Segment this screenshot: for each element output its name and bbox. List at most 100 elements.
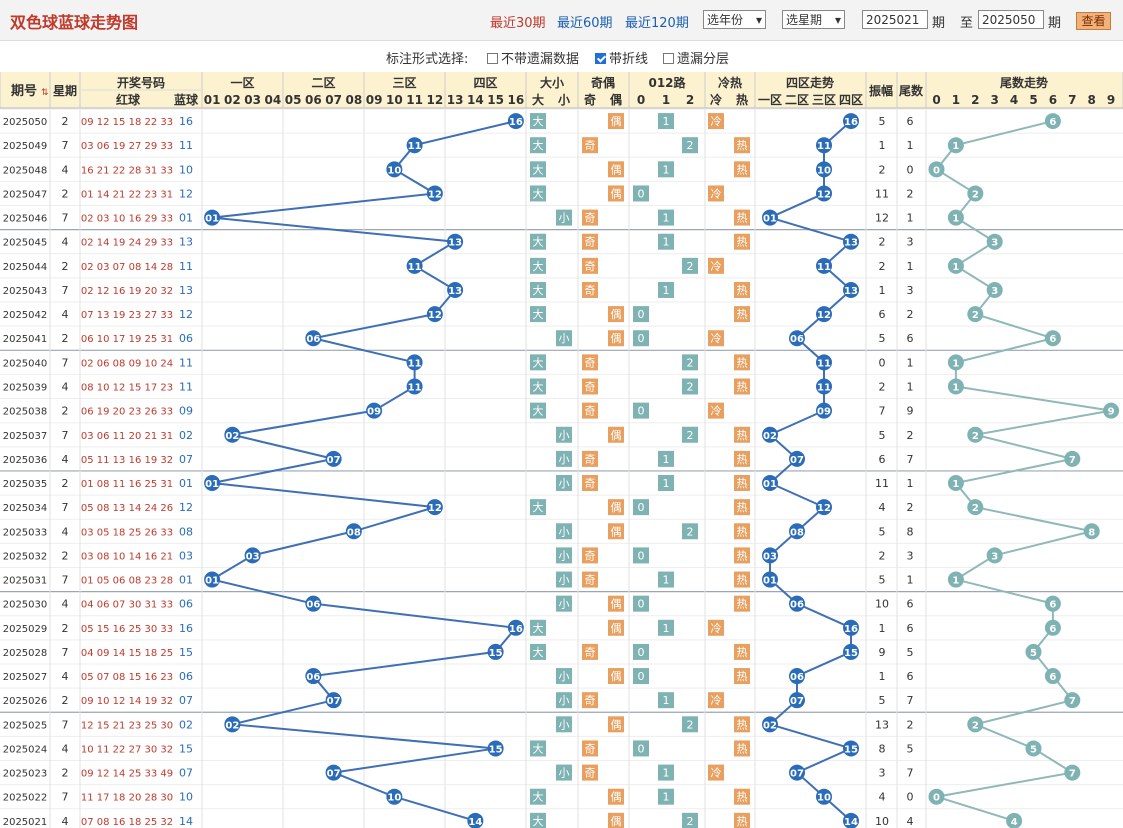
blue-ball-cell: 10 — [179, 791, 193, 804]
to-period-input[interactable]: 2025050 — [978, 10, 1044, 29]
temp-marker: 热 — [737, 646, 748, 659]
range-30-link[interactable]: 最近30期 — [490, 16, 546, 31]
period-cell: 2025047 — [3, 189, 48, 200]
blue-ball-marker: 01 — [205, 479, 219, 490]
temp-marker-badge — [708, 185, 724, 202]
tail-marker-ball — [1025, 643, 1042, 660]
size-marker-badge — [530, 378, 546, 395]
tail-marker: 6 — [1049, 117, 1056, 128]
temp-marker: 热 — [737, 477, 748, 490]
parity-marker: 偶 — [611, 115, 622, 128]
option-polyline[interactable]: 带折线 — [595, 48, 648, 67]
parity-marker: 偶 — [611, 670, 622, 683]
options-bar: 标注形式选择: 不带遗漏数据 带折线 遗漏分层 — [0, 41, 1123, 71]
parity-marker-badge — [608, 426, 624, 443]
parity-marker-badge — [608, 716, 624, 733]
period-cell: 2025022 — [3, 793, 48, 804]
tail-marker: 1 — [952, 214, 959, 225]
parity-marker-badge — [608, 595, 624, 612]
period-cell: 2025036 — [3, 455, 48, 466]
road-marker-badge — [633, 402, 649, 419]
temp-marker-badge — [708, 692, 724, 709]
tail-marker: 5 — [1030, 744, 1037, 755]
zone-marker: 14 — [844, 817, 858, 828]
blue-ball-cell: 14 — [179, 815, 193, 828]
parity-marker: 奇 — [585, 767, 596, 780]
road-marker-badge — [658, 161, 674, 178]
zone-marker-ball — [789, 668, 805, 685]
size-marker-badge — [556, 716, 572, 733]
checkbox-icon[interactable] — [487, 53, 498, 64]
tail-cell: 7 — [907, 694, 914, 707]
zone-marker: 02 — [763, 431, 777, 442]
blue-ball-marker-ball — [204, 475, 221, 492]
week-cell: 7 — [62, 429, 69, 442]
parity-marker-badge — [608, 788, 624, 805]
option-layered[interactable]: 遗漏分层 — [663, 48, 729, 67]
temp-marker: 热 — [737, 356, 748, 369]
red-balls-cell: 05 15 16 25 30 33 — [81, 624, 173, 635]
zone-trend-label: 一区 — [758, 93, 782, 107]
temp-marker: 冷 — [711, 332, 722, 345]
temp-marker: 热 — [737, 308, 748, 321]
red-balls-cell: 09 12 15 18 22 33 — [81, 117, 173, 128]
parity-marker-badge — [608, 668, 624, 685]
parity-marker-badge — [608, 499, 624, 516]
tail-digit-label: 4 — [1010, 93, 1018, 107]
option-no-miss[interactable]: 不带遗漏数据 — [487, 48, 579, 67]
period-cell: 2025042 — [3, 310, 48, 321]
range-60-link[interactable]: 最近60期 — [557, 16, 613, 31]
size-header: 大小 — [540, 75, 564, 90]
tail-marker-ball — [947, 209, 964, 226]
week-select[interactable]: 选星期 ▾ — [782, 10, 845, 29]
temp-marker: 冷 — [711, 694, 722, 707]
temp-marker-badge — [734, 209, 750, 226]
size-marker: 小 — [559, 598, 570, 611]
zone-trend-header: 四区走势 — [786, 75, 834, 90]
tail-marker: 7 — [1069, 769, 1076, 780]
blue-ball-marker: 13 — [448, 238, 462, 249]
zone-marker: 16 — [844, 624, 858, 635]
view-button[interactable]: 查看 — [1076, 12, 1111, 30]
zone-marker-ball — [762, 571, 778, 588]
tail-cell: 6 — [907, 598, 914, 611]
temp-marker: 热 — [737, 718, 748, 731]
blue-ball-marker: 01 — [205, 576, 219, 587]
blue-ball-marker-ball — [305, 330, 322, 347]
zone-marker-ball — [762, 209, 778, 226]
blue-ball-cell: 12 — [179, 187, 193, 200]
red-balls-cell: 09 10 12 14 19 32 — [81, 696, 173, 707]
range-120-link[interactable]: 最近120期 — [625, 16, 689, 31]
size-marker-badge — [530, 233, 546, 250]
temp-marker: 热 — [737, 236, 748, 249]
year-select[interactable]: 选年份 ▾ — [703, 10, 766, 29]
zone-marker-ball — [789, 692, 805, 709]
amplitude-cell: 9 — [879, 646, 886, 659]
size-marker-badge — [530, 113, 546, 130]
parity-marker: 奇 — [585, 236, 596, 249]
period-cell: 2025046 — [3, 214, 48, 225]
blue-ball-marker-ball — [487, 740, 504, 757]
temp-marker-badge — [708, 764, 724, 781]
blue-ball-marker: 07 — [327, 769, 341, 780]
checkbox-checked-icon[interactable] — [595, 53, 606, 64]
zone-marker-ball — [816, 137, 832, 154]
amplitude-cell: 8 — [879, 742, 886, 755]
from-period-input[interactable]: 2025021 — [862, 10, 928, 29]
blue-ball-marker: 12 — [428, 310, 442, 321]
period-cell: 2025034 — [3, 503, 48, 514]
parity-marker: 偶 — [611, 718, 622, 731]
blue-ball-marker: 01 — [205, 214, 219, 225]
amplitude-cell: 2 — [879, 163, 886, 176]
parity-marker-badge — [582, 692, 598, 709]
blue-ball-marker-ball — [345, 523, 362, 540]
red-balls-cell: 05 07 08 15 16 23 — [81, 672, 173, 683]
parity-marker-badge — [608, 113, 624, 130]
checkbox-icon[interactable] — [663, 53, 674, 64]
road-marker: 1 — [663, 477, 670, 490]
zone-marker: 01 — [763, 214, 777, 225]
size-marker-badge — [530, 306, 546, 323]
red-balls-cell: 07 08 16 18 25 32 — [81, 817, 173, 828]
zone-marker: 15 — [844, 648, 858, 659]
parity-marker: 奇 — [585, 356, 596, 369]
